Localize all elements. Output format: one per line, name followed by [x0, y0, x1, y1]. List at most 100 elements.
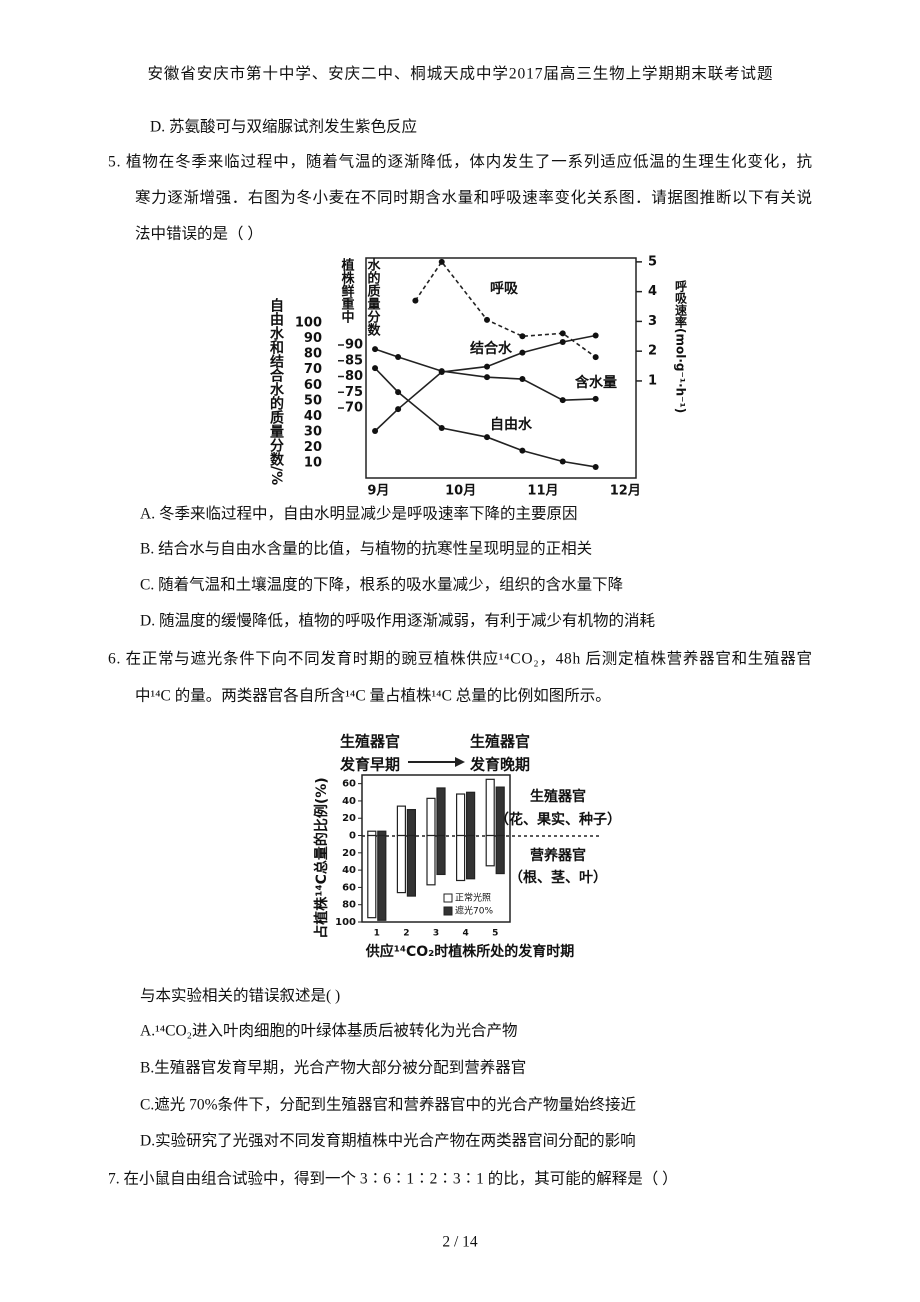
bar — [377, 830, 387, 837]
series-label: 结合水 — [470, 340, 513, 357]
data-point — [559, 397, 566, 404]
x-tick-label: 3 — [433, 929, 439, 939]
bar — [426, 834, 436, 886]
x-tick-label: 5 — [492, 929, 498, 939]
data-point — [372, 346, 379, 353]
bar — [436, 834, 446, 876]
y-mid-tick-label: 90 — [345, 337, 363, 352]
figure-14c-distribution: 生殖器官 发育早期 生殖器官 发育晚期 生殖器官 （花、果实、种子） 营养器官 … — [313, 733, 621, 961]
bar — [485, 778, 495, 837]
x-tick-label: 9月 — [367, 484, 389, 499]
prompt: 与本实验相关的错误叙述是( ) — [140, 987, 340, 1005]
bar — [466, 834, 476, 880]
data-point — [519, 447, 526, 454]
data-point — [484, 363, 491, 370]
data-point — [372, 365, 379, 372]
y-tick-label: 60 — [342, 882, 356, 893]
option: C. 随着气温和土壤温度的下降，根系的吸水量减少，组织的含水量下降 — [140, 575, 623, 594]
y-tick-label: 100 — [335, 917, 356, 928]
x-tick-label: 10月 — [445, 484, 476, 499]
series-line — [374, 367, 596, 468]
data-point — [484, 434, 491, 441]
option: A. 冬季来临过程中，自由水明显减少是呼吸速率下降的主要原因 — [140, 505, 577, 523]
y-tick-label: 90 — [304, 331, 322, 346]
y-mid-axis-label: 植株鲜重中 — [339, 257, 356, 324]
stem: 寒力逐渐增强．右图为冬小麦在不同时期含水量和呼吸速率变化关系图．请据图推断以下有… — [135, 188, 812, 207]
series-label: 呼吸 — [490, 280, 519, 297]
data-point — [592, 463, 599, 470]
y-tick-label: 20 — [342, 848, 356, 859]
annotation: 生殖器官 — [470, 733, 530, 751]
bar — [456, 834, 466, 882]
plot-frame — [365, 257, 637, 479]
annotation: 营养器官 — [530, 847, 586, 864]
data-point — [438, 425, 445, 432]
data-point — [395, 406, 402, 413]
bar — [456, 793, 466, 837]
y2-tick-label: 1 — [648, 373, 657, 388]
option: D. 随温度的缓慢降低，植物的呼吸作用逐渐减弱，有利于减少有机物的消耗 — [140, 612, 655, 630]
figure-water-respiration: 自由水和结合水的质量分数/% 植株鲜重中 水的质量分数 呼吸速率(mol·g⁻¹… — [268, 254, 688, 498]
y-tick-label: 0 — [349, 831, 356, 842]
data-point — [438, 368, 445, 375]
data-point — [438, 258, 445, 265]
legend-label: 遮光70% — [455, 905, 493, 917]
data-point — [592, 395, 599, 402]
y-mid-tick-label: 85 — [345, 353, 363, 368]
legend-swatch — [443, 906, 453, 916]
y-tick-label: 40 — [342, 796, 356, 807]
y-mid-tick-label: 75 — [345, 385, 363, 400]
data-point — [484, 374, 491, 381]
y2-tick-label: 2 — [648, 344, 657, 359]
annotation: （根、茎、叶） — [509, 869, 607, 886]
data-point — [412, 297, 419, 304]
y-axis-label: 占植株¹⁴C总量的比例(%) — [313, 777, 330, 938]
annotation: 发育早期 — [339, 756, 400, 774]
x-axis-label: 供应¹⁴CO₂时植株所处的发育时期 — [365, 943, 575, 960]
annotation: 生殖器官 — [340, 733, 400, 751]
bar — [406, 834, 416, 897]
legend-swatch — [443, 893, 453, 903]
y-tick-label: 70 — [304, 362, 322, 377]
data-point — [395, 389, 402, 396]
y-tick-label: 60 — [304, 378, 322, 393]
bar — [367, 830, 377, 837]
y-axis-label: 自由水和结合水的质量分数/% — [268, 297, 284, 485]
y-tick-label: 40 — [342, 865, 356, 876]
y2-tick-label: 4 — [648, 284, 657, 299]
bar — [466, 791, 476, 837]
annotation: 发育晚期 — [469, 756, 530, 774]
y-mid-axis-label: 水的质量分数 — [365, 257, 381, 337]
data-point — [559, 339, 566, 346]
arrow-head — [455, 757, 465, 767]
bar — [377, 834, 387, 921]
option: D.实验研究了光强对不同发育期植株中光合产物在两类器官间分配的影响 — [140, 1132, 636, 1150]
x-tick-label: 12月 — [610, 484, 641, 499]
stem: 7. 在小鼠自由组合试验中，得到一个 3∶6∶1∶2∶3∶1 的比，其可能的解释… — [108, 1170, 678, 1188]
y-tick-label: 80 — [342, 900, 356, 911]
series-label: 含水量 — [575, 374, 617, 391]
option: B.生殖器官发育早期，光合产物大部分被分配到营养器官 — [140, 1059, 526, 1077]
data-point — [395, 353, 402, 360]
bar — [396, 805, 406, 837]
series-label: 自由水 — [490, 416, 533, 433]
series-line — [414, 260, 597, 358]
y-tick-label: 50 — [304, 393, 322, 408]
y-tick-label: 20 — [304, 440, 322, 455]
stem: 5. 植物在冬季来临过程中，随着气温的逐渐降低，体内发生了一系列适应低温的生理生… — [108, 152, 812, 171]
y-mid-tick-label: 70 — [345, 401, 363, 416]
x-tick-label: 1 — [374, 929, 380, 939]
y2-tick-label: 3 — [648, 314, 657, 329]
bar — [426, 797, 436, 837]
option: C.遮光 70%条件下，分配到生殖器官和营养器官中的光合产物量始终接近 — [140, 1096, 636, 1114]
y-tick-label: 80 — [304, 347, 322, 362]
bar — [367, 834, 377, 919]
legend-label: 正常光照 — [455, 892, 491, 904]
y2-axis-label: 呼吸速率(mol·g⁻¹·h⁻¹) — [674, 279, 688, 414]
y2-tick-label: 5 — [648, 254, 657, 269]
option: B. 结合水与自由水含量的比值，与植物的抗寒性呈现明显的正相关 — [140, 539, 592, 558]
data-point — [372, 428, 379, 435]
annotation: 生殖器官 — [530, 788, 586, 805]
option: D. 苏氨酸可与双缩脲试剂发生紫色反应 — [150, 117, 417, 136]
